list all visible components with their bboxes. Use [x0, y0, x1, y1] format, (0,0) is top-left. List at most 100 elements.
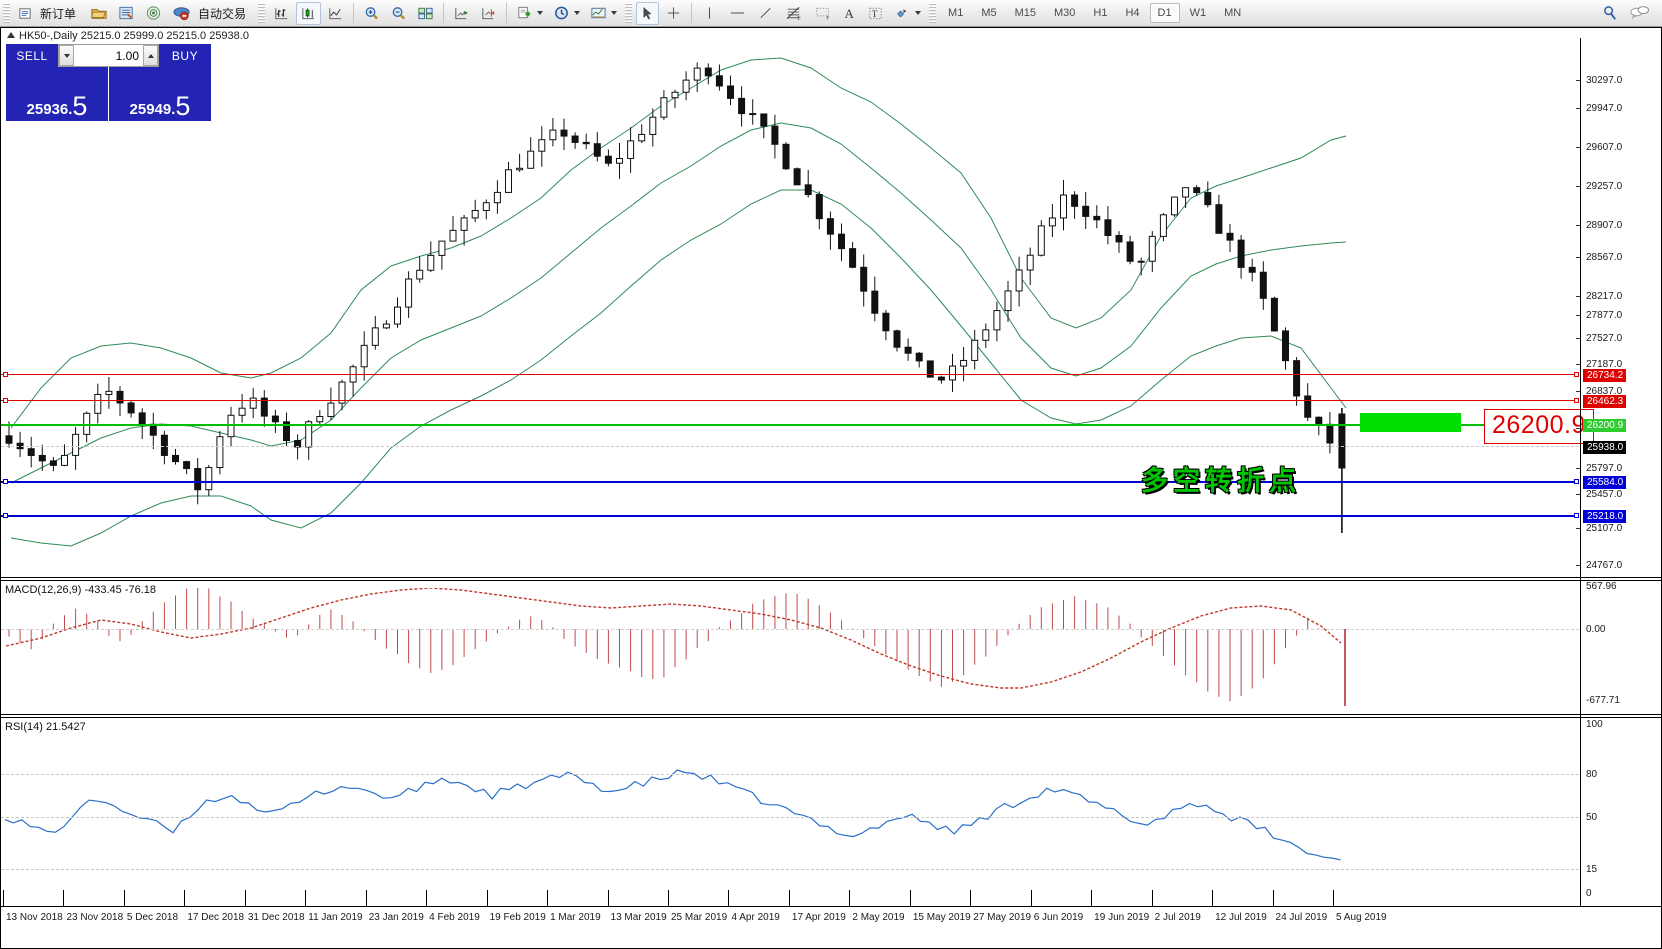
collapse-triangle-icon[interactable] — [7, 32, 15, 38]
candlestick-chart-icon[interactable] — [296, 1, 322, 25]
chevron-down-icon[interactable] — [537, 11, 544, 15]
zoom-out-icon[interactable] — [386, 2, 411, 25]
date-tick-label: 13 Nov 2018 — [6, 912, 63, 923]
chevron-down-icon-4[interactable] — [915, 11, 922, 15]
chart-canvas — [4, 57, 1347, 861]
bar-chart-icon[interactable] — [269, 2, 294, 25]
timeframe-m30[interactable]: M30 — [1054, 7, 1076, 19]
period-icon[interactable] — [549, 2, 584, 25]
timeframe-mn[interactable]: MN — [1224, 7, 1242, 19]
vertical-line-icon[interactable] — [697, 2, 722, 25]
sell-price[interactable]: 25936. 5 — [6, 67, 108, 121]
date-tick — [63, 890, 65, 906]
chevron-down-icon-3[interactable] — [611, 11, 618, 15]
price-level-label-2[interactable]: 26200.9 — [1583, 419, 1627, 432]
channel-icon[interactable]: F — [809, 2, 836, 25]
cursor-icon[interactable] — [636, 1, 660, 25]
resistance-line-2[interactable] — [1, 400, 1579, 401]
timeframe-h1[interactable]: H1 — [1093, 7, 1108, 19]
horizontal-line-icon[interactable] — [724, 2, 751, 25]
date-tick — [1272, 890, 1274, 906]
folder-icon[interactable] — [86, 2, 112, 25]
rsi-indicator-label[interactable]: RSI(14) 21.5427 — [5, 721, 86, 733]
price-level-label-5[interactable]: 25218.0 — [1583, 510, 1627, 523]
buy-price-int: 25949 — [129, 101, 172, 118]
svg-text:T: T — [872, 10, 878, 20]
date-tick-label: 24 Jul 2019 — [1275, 912, 1328, 923]
resistance-handle-1[interactable] — [3, 372, 8, 377]
toolbar-grip-4[interactable] — [929, 2, 937, 24]
new-order-button[interactable]: 新订单 — [14, 2, 84, 25]
shapes-icon[interactable] — [890, 2, 925, 25]
timeframe-m15[interactable]: M15 — [1014, 7, 1036, 19]
svg-text:E: E — [797, 16, 801, 21]
date-tick — [1212, 890, 1214, 906]
buy-price[interactable]: 25949. 5 — [109, 67, 211, 121]
pivot-line[interactable] — [1, 424, 1579, 426]
date-tick-label: 25 Mar 2019 — [671, 912, 728, 923]
zoom-in-icon[interactable] — [359, 2, 384, 25]
macd-rsi-separator[interactable] — [1, 714, 1662, 715]
text-object-icon[interactable]: T — [863, 2, 888, 25]
chart-annotation-text[interactable]: 多空转折点 — [1141, 466, 1301, 496]
fibonacci-icon[interactable]: E — [780, 2, 807, 25]
resistance-handle-1b[interactable] — [1574, 372, 1579, 377]
date-tick — [365, 890, 367, 906]
support-line-2[interactable] — [1, 515, 1579, 517]
support-handle-2[interactable] — [3, 513, 8, 518]
pivot-price-callout[interactable]: 26200.9 — [1484, 409, 1594, 444]
text-label-icon[interactable]: A — [838, 2, 861, 25]
data-window-icon[interactable] — [114, 2, 139, 25]
volume-input[interactable]: 1.00 — [74, 45, 143, 66]
price-tick — [1576, 338, 1580, 339]
tile-windows-icon[interactable] — [413, 2, 438, 25]
price-level-label-1[interactable]: 26462.3 — [1583, 395, 1627, 408]
auto-scroll-icon[interactable] — [449, 2, 474, 25]
autotrade-label: 自动交易 — [198, 6, 247, 21]
crosshair-icon[interactable] — [661, 2, 686, 25]
line-chart-icon[interactable] — [323, 2, 348, 25]
add-indicator-icon[interactable] — [512, 2, 547, 25]
price-axis-line[interactable] — [1580, 38, 1581, 906]
svg-text:F: F — [826, 16, 829, 21]
sell-button[interactable]: SELL — [6, 44, 58, 67]
price-tick-label: 24767.0 — [1586, 560, 1623, 571]
chart-window[interactable]: HK50-,Daily 25215.0 25999.0 25215.0 2593… — [0, 27, 1662, 949]
templates-icon[interactable] — [586, 2, 621, 25]
toolbar-grip-2[interactable] — [258, 2, 266, 24]
price-macd-separator[interactable] — [1, 577, 1662, 578]
toolbar-grip-3[interactable] — [625, 2, 633, 24]
toolbar-grip[interactable] — [3, 2, 10, 24]
volume-increase-button[interactable] — [143, 45, 158, 66]
price-level-label-4[interactable]: 25584.0 — [1583, 476, 1627, 489]
timeframe-w1[interactable]: W1 — [1189, 7, 1207, 19]
price-tick-label: 27527.0 — [1586, 333, 1623, 344]
price-level-label-0[interactable]: 26734.2 — [1583, 369, 1627, 382]
support-handle-2b[interactable] — [1574, 513, 1579, 518]
resistance-line-1[interactable] — [1, 374, 1579, 375]
chevron-down-icon-2[interactable] — [574, 11, 581, 15]
support-line-1[interactable] — [1, 481, 1579, 483]
timeframe-m5[interactable]: M5 — [981, 7, 997, 19]
chart-shift-icon[interactable] — [476, 2, 501, 25]
volume-decrease-button[interactable] — [59, 45, 74, 66]
trendline-icon[interactable] — [753, 2, 778, 25]
signal-icon[interactable] — [141, 2, 166, 25]
expert-advisor-icon[interactable]: 自动交易 — [168, 2, 254, 25]
search-icon[interactable] — [1602, 5, 1619, 22]
date-tick-label: 31 Dec 2018 — [247, 912, 305, 923]
timeframe-d1[interactable]: D1 — [1149, 3, 1180, 23]
timeframe-m1[interactable]: M1 — [948, 7, 964, 19]
volume-stepper[interactable]: 1.00 — [58, 44, 159, 67]
resistance-handle-2b[interactable] — [1574, 398, 1579, 403]
support-handle-1b[interactable] — [1574, 479, 1579, 484]
timeframe-h4[interactable]: H4 — [1125, 7, 1140, 19]
support-handle-1[interactable] — [3, 479, 8, 484]
macd-indicator-label[interactable]: MACD(12,26,9) -433.45 -76.18 — [5, 584, 157, 596]
one-click-trading-panel[interactable]: SELL 1.00 BUY 25936. 5 25949. 5 — [6, 44, 211, 121]
chat-icon[interactable] — [1629, 5, 1650, 21]
buy-button[interactable]: BUY — [159, 44, 211, 67]
date-tick — [849, 890, 851, 906]
resistance-handle-2[interactable] — [3, 398, 8, 403]
pivot-highlight-rectangle[interactable] — [1360, 413, 1461, 432]
